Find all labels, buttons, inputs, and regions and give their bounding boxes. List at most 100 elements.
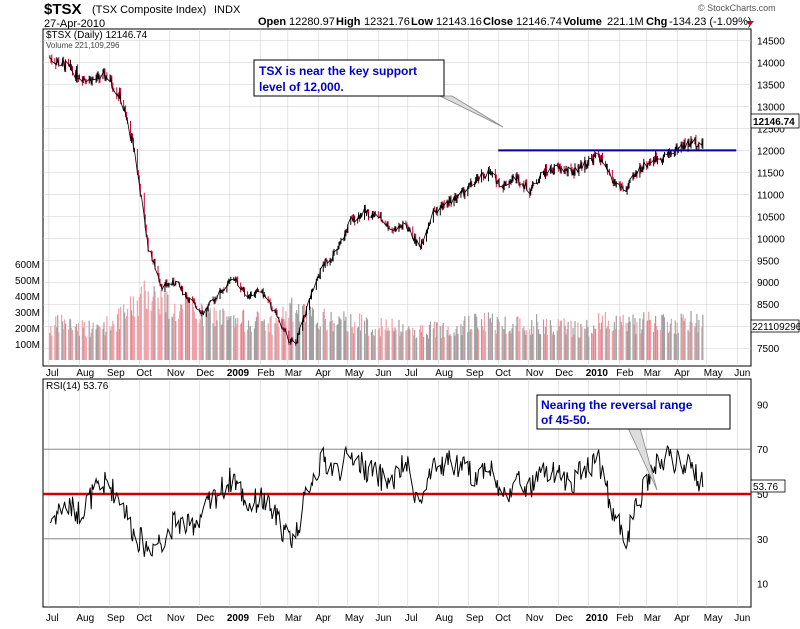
volume-bar bbox=[95, 329, 97, 360]
volume-bar bbox=[84, 335, 86, 360]
volume-bar bbox=[89, 336, 91, 360]
volume-bar bbox=[54, 325, 56, 360]
volume-bar bbox=[63, 329, 65, 360]
x-tick-label: 2009 bbox=[227, 368, 250, 379]
volume-bar bbox=[675, 334, 677, 360]
volume-bar bbox=[337, 324, 339, 360]
volume-bar bbox=[212, 323, 214, 360]
volume-bar bbox=[443, 337, 445, 360]
volume-bar bbox=[388, 330, 390, 360]
volume-bar bbox=[317, 328, 319, 360]
volume-bar bbox=[57, 315, 59, 360]
volume-bar bbox=[291, 297, 293, 360]
volume-bar bbox=[140, 286, 142, 360]
volume-bar bbox=[124, 312, 126, 360]
volume-bar bbox=[257, 312, 259, 360]
x-tick-label: Jun bbox=[734, 613, 750, 624]
volume-bar bbox=[656, 329, 659, 360]
x-tick-label: Jul bbox=[46, 368, 59, 379]
volume-bar bbox=[601, 315, 604, 360]
volume-bar bbox=[483, 313, 486, 360]
annotation-line-2: level of 12,000. bbox=[259, 80, 344, 94]
volume-bar bbox=[503, 329, 505, 360]
volume-bar bbox=[695, 322, 697, 360]
price-tick-label: 14500 bbox=[757, 36, 785, 47]
volume-bar bbox=[487, 312, 490, 360]
volume-bar bbox=[370, 332, 373, 360]
volume-bar bbox=[261, 320, 263, 360]
rsi-axis: 10 30 50 70 90 bbox=[757, 400, 769, 590]
volume-bar bbox=[407, 328, 409, 360]
volume-bar bbox=[260, 321, 262, 360]
volume-bar bbox=[427, 338, 430, 360]
volume-bar bbox=[391, 318, 393, 360]
volume-bar bbox=[592, 333, 594, 360]
volume-bar bbox=[65, 323, 67, 360]
volume-bar bbox=[167, 294, 169, 360]
volume-bar bbox=[315, 324, 317, 360]
volume-bar bbox=[316, 322, 318, 360]
volume-bar bbox=[625, 322, 627, 360]
volume-bar bbox=[428, 325, 431, 360]
volume-bar bbox=[81, 320, 83, 360]
volume-bar bbox=[326, 329, 328, 360]
volume-bar bbox=[214, 326, 216, 360]
volume-bar bbox=[648, 311, 650, 360]
volume-bar bbox=[199, 319, 201, 360]
price-tick-label: 11500 bbox=[757, 168, 785, 179]
volume-bar bbox=[470, 328, 472, 360]
volume-bar bbox=[353, 333, 355, 360]
volume-bar bbox=[659, 330, 662, 360]
volume-bar bbox=[159, 314, 161, 360]
rsi-tick-label: 70 bbox=[757, 445, 769, 456]
volume-bar bbox=[591, 332, 593, 360]
index-name: (TSX Composite Index) bbox=[92, 4, 206, 16]
volume-bar bbox=[597, 313, 600, 360]
volume-bar bbox=[621, 325, 623, 360]
volume-bar bbox=[511, 328, 513, 360]
volume-bar bbox=[421, 325, 424, 360]
volume-bar bbox=[234, 327, 236, 360]
x-tick-label: 2010 bbox=[586, 368, 609, 379]
volume-bar bbox=[338, 316, 340, 360]
volume-bar bbox=[647, 320, 649, 360]
volume-bar bbox=[532, 333, 534, 360]
volume-bar bbox=[310, 316, 313, 360]
volume-bar bbox=[161, 297, 163, 360]
volume-bar bbox=[264, 330, 266, 360]
volume-bar bbox=[192, 307, 195, 360]
x-tick-label: Oct bbox=[495, 368, 511, 379]
volume-bar bbox=[690, 310, 692, 360]
volume-bar bbox=[515, 325, 517, 360]
volume-bar bbox=[373, 335, 375, 360]
price-tick-label: 12000 bbox=[757, 146, 785, 157]
rsi-legend: RSI(14) 53.76 bbox=[46, 381, 109, 392]
volume-label: Volume bbox=[563, 16, 602, 28]
volume-bar bbox=[98, 326, 100, 360]
volume-bar bbox=[691, 322, 693, 360]
volume-bar bbox=[119, 329, 121, 360]
volume-bar bbox=[456, 325, 458, 360]
price-tick-label: 7500 bbox=[757, 344, 780, 355]
volume-tick-label: 200M bbox=[15, 324, 40, 335]
x-tick-label: Oct bbox=[136, 368, 152, 379]
volume-bar bbox=[542, 319, 545, 360]
volume-bar bbox=[129, 296, 132, 360]
price-axis: 7500800085009000950010000105001100011500… bbox=[757, 36, 785, 355]
x-tick-label: Jul bbox=[405, 613, 418, 624]
volume-bar bbox=[641, 329, 643, 360]
price-panel: 7500800085009000950010000105001100011500… bbox=[15, 28, 800, 367]
volume-bar bbox=[324, 319, 326, 360]
volume-bar bbox=[144, 290, 146, 360]
volume-bar bbox=[116, 331, 118, 360]
volume-bar bbox=[694, 326, 696, 360]
volume-bar bbox=[90, 332, 92, 360]
volume-bar bbox=[566, 328, 568, 360]
annotation-line-1: TSX is near the key support bbox=[259, 64, 417, 78]
volume-bar bbox=[489, 317, 492, 360]
volume-bar bbox=[201, 305, 203, 360]
volume-bar bbox=[519, 318, 521, 360]
volume-bar bbox=[386, 330, 388, 360]
close-value: 12146.74 bbox=[516, 16, 562, 28]
